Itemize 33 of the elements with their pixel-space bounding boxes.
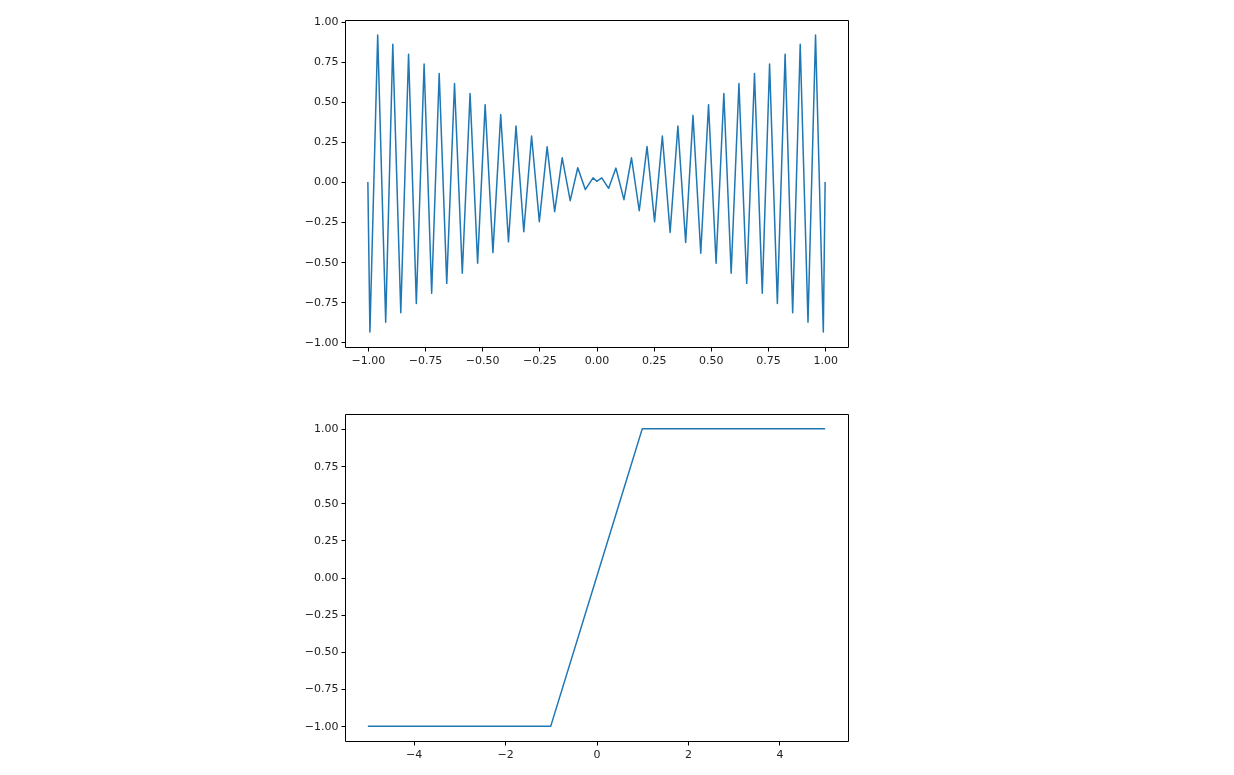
y-tick-label: −0.75 xyxy=(304,295,339,309)
y-tick-label: 1.00 xyxy=(314,422,339,436)
y-tick-label: −0.50 xyxy=(304,255,339,269)
y-tick-label: 0.50 xyxy=(314,496,339,510)
line-series xyxy=(367,34,826,333)
x-tick-label: −0.50 xyxy=(465,353,500,367)
y-tick-label: 0.75 xyxy=(314,459,339,473)
x-tick-label: −0.75 xyxy=(408,353,443,367)
x-tick-label: −2 xyxy=(497,747,514,761)
x-tick-label: −4 xyxy=(405,747,423,761)
x-tick-label: 0.00 xyxy=(584,353,610,367)
x-tick-label: 0 xyxy=(593,747,601,761)
y-tick-label: −1.00 xyxy=(304,719,339,733)
y-tick-label: 0.25 xyxy=(314,533,339,547)
x-tick-label: −1.00 xyxy=(351,353,386,367)
x-tick-label: 1.00 xyxy=(813,353,838,367)
y-tick-label: 1.00 xyxy=(314,15,339,29)
y-tick-label: 0.25 xyxy=(314,135,339,149)
y-tick-label: 0.50 xyxy=(314,95,339,109)
x-tick-label: 0.75 xyxy=(756,353,781,367)
y-tick-label: 0.75 xyxy=(314,55,339,69)
y-tick-label: 0.00 xyxy=(314,175,339,189)
y-tick-label: −0.75 xyxy=(304,682,339,696)
x-tick-label: 0.50 xyxy=(699,353,724,367)
y-tick-label: −0.25 xyxy=(304,608,339,622)
y-tick-label: −1.00 xyxy=(304,335,339,349)
x-tick-label: 0.25 xyxy=(641,353,667,367)
x-tick-label: 2 xyxy=(684,747,692,761)
x-tick-label: 4 xyxy=(776,747,784,761)
y-tick-label: −0.50 xyxy=(304,645,339,659)
y-tick-label: −0.25 xyxy=(304,215,339,229)
y-tick-label: 0.00 xyxy=(314,571,339,584)
x-tick-label: −0.25 xyxy=(522,353,557,367)
